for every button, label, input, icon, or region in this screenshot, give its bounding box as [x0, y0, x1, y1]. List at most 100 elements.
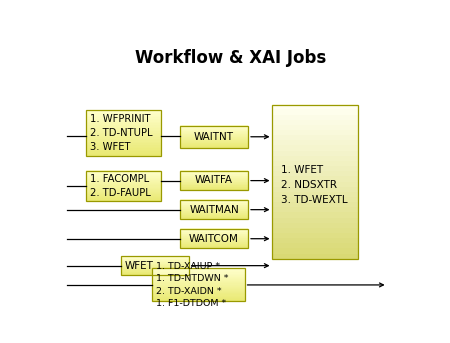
Bar [86, 113, 161, 115]
Bar [273, 217, 358, 223]
Bar [180, 229, 248, 230]
Bar [152, 277, 245, 278]
Bar [121, 272, 189, 273]
Bar [180, 136, 248, 137]
Bar [152, 283, 245, 285]
Bar [180, 247, 248, 248]
Bar [273, 192, 358, 197]
Bar [180, 244, 248, 245]
Bar [273, 253, 358, 259]
Bar [152, 285, 245, 286]
Bar [152, 268, 245, 269]
Bar [180, 170, 248, 190]
Bar [180, 241, 248, 243]
Bar [121, 262, 189, 263]
Bar [180, 171, 248, 172]
Bar [180, 208, 248, 209]
Bar [273, 130, 358, 135]
Bar [180, 209, 248, 210]
Bar [180, 179, 248, 180]
Bar [180, 179, 248, 180]
Text: WFET: WFET [125, 261, 154, 271]
Bar [180, 206, 248, 207]
Bar [86, 120, 161, 122]
Bar [180, 209, 248, 210]
Bar [86, 139, 161, 141]
Bar [152, 294, 245, 296]
Text: 1. FACOMPL
2. TD-FAUPL: 1. FACOMPL 2. TD-FAUPL [90, 174, 151, 198]
Bar [152, 290, 245, 292]
Bar [273, 228, 358, 233]
Bar [86, 143, 161, 145]
Bar [152, 293, 245, 295]
Bar [121, 264, 189, 265]
Bar [152, 286, 245, 287]
Bar [152, 269, 245, 271]
Bar [121, 257, 189, 275]
Bar [180, 126, 248, 127]
Bar [180, 175, 248, 176]
Bar [86, 134, 161, 136]
Bar [152, 288, 245, 289]
Text: WAITNT: WAITNT [194, 132, 234, 142]
Bar [152, 272, 245, 274]
Bar [180, 241, 248, 242]
Bar [180, 135, 248, 136]
Bar [152, 292, 245, 294]
Bar [180, 189, 248, 190]
Bar [180, 236, 248, 237]
Bar [180, 184, 248, 185]
Bar [86, 122, 161, 124]
Bar [86, 196, 161, 197]
Bar [180, 128, 248, 129]
Bar [180, 235, 248, 236]
Bar [273, 238, 358, 244]
Bar [180, 142, 248, 143]
Bar [86, 197, 161, 198]
Bar [180, 128, 248, 129]
Bar [86, 180, 161, 182]
Bar [86, 182, 161, 184]
Bar [180, 127, 248, 128]
Bar [86, 109, 161, 111]
Bar [152, 280, 245, 282]
Bar [180, 216, 248, 217]
Bar [152, 300, 245, 301]
Bar [180, 246, 248, 247]
Bar [180, 129, 248, 130]
Bar [121, 257, 189, 258]
Bar [180, 137, 248, 138]
Bar [180, 181, 248, 182]
Bar [273, 156, 358, 161]
Bar [86, 116, 161, 118]
Bar [86, 128, 161, 130]
Bar [180, 218, 248, 220]
Bar [86, 110, 161, 156]
Bar [273, 243, 358, 249]
Bar [86, 170, 161, 201]
Bar [86, 191, 161, 192]
Bar [273, 166, 358, 172]
Bar [180, 134, 248, 135]
Bar [86, 187, 161, 188]
Bar [180, 180, 248, 181]
Bar [180, 234, 248, 235]
Bar [180, 184, 248, 185]
Bar [273, 248, 358, 254]
Bar [180, 187, 248, 188]
Bar [121, 256, 189, 257]
Bar [152, 297, 245, 298]
Bar [121, 261, 189, 262]
Bar [180, 246, 248, 247]
Bar [180, 211, 248, 212]
Bar [86, 133, 161, 134]
Bar [121, 257, 189, 258]
Bar [273, 187, 358, 192]
Bar [180, 131, 248, 132]
Bar [86, 193, 161, 195]
Bar [86, 184, 161, 185]
Bar [86, 145, 161, 147]
Bar [86, 173, 161, 175]
Bar [152, 289, 245, 290]
Bar [86, 192, 161, 193]
